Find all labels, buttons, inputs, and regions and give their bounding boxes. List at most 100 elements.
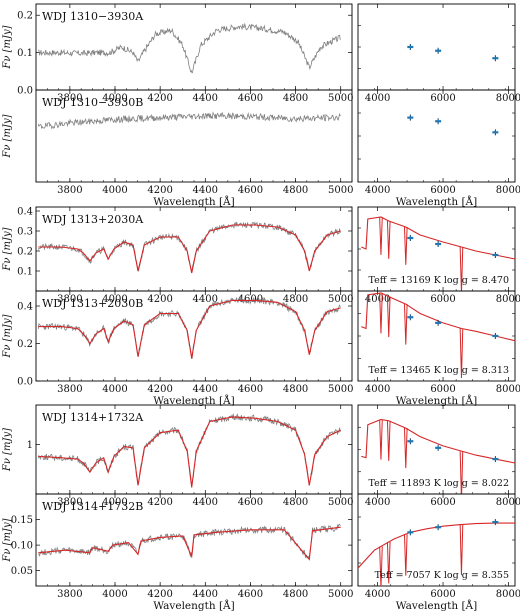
panel-label: WDJ 1314+1732A: [42, 411, 144, 424]
y-tick-label: 0.0: [17, 86, 33, 97]
model-sed: [361, 292, 515, 342]
observed-spectrum: [37, 111, 341, 130]
x-tick-label: 6000: [430, 589, 455, 600]
y-axis-label: Fν [mJy]: [2, 314, 13, 358]
x-tick-label: 4000: [102, 93, 127, 104]
x-tick-label: 4800: [283, 384, 308, 395]
x-tick-label: 4200: [147, 384, 172, 395]
x-tick-label: 4000: [365, 93, 390, 104]
y-tick-label: 0.3: [17, 227, 33, 238]
y-axis-label: Fν [mJy]: [2, 227, 13, 271]
x-tick-label: 4400: [193, 384, 218, 395]
observed-spectrum: [38, 22, 341, 74]
plot-area: [37, 412, 341, 488]
x-tick-label: 4000: [102, 185, 127, 196]
panel-photometry-5: 4000 6000 8000 Teff = 13169 K log g = 8.470: [357, 206, 520, 305]
panel-label: WDJ 1310−3930B: [42, 96, 143, 109]
panel-photometry-7: 4000 6000 8000 Teff = 13465 K log g = 8.313…: [357, 290, 520, 407]
x-axis-label: Wavelength [Å]: [396, 393, 477, 407]
model-absorption-line: [379, 546, 383, 586]
model-absorption-line: [459, 524, 464, 576]
x-tick-label: 5000: [328, 93, 353, 104]
x-axis-label: Wavelength [Å]: [153, 194, 234, 208]
x-tick-label: 5000: [328, 294, 353, 305]
x-tick-label: 4800: [283, 497, 308, 508]
x-tick-label: 4200: [147, 589, 172, 600]
model-spectrum: [38, 299, 341, 359]
y-tick-label: 0.10: [11, 541, 33, 552]
y-tick-label: 0.05: [11, 566, 33, 577]
model-absorption-line: [459, 246, 464, 291]
y-tick-label: 0.1: [17, 267, 33, 278]
y-tick-label: 0.2: [17, 11, 33, 22]
x-tick-label: 3800: [57, 185, 82, 196]
x-tick-label: 8000: [496, 497, 520, 508]
fit-parameters: Teff = 11893 K log g = 8.022: [369, 478, 509, 489]
panel-photometry-3: 4000 6000 8000 Wavelength [Å]: [357, 89, 520, 208]
x-tick-label: 6000: [430, 294, 455, 305]
x-axis-label: Wavelength [Å]: [396, 598, 477, 612]
model-absorption-line: [459, 328, 464, 379]
x-tick-label: 4000: [102, 589, 127, 600]
x-tick-label: 6000: [430, 497, 455, 508]
model-absorption-line: [403, 428, 408, 469]
plot-area: [37, 221, 341, 274]
y-tick-label: 0.4: [17, 302, 33, 313]
plot-area: [358, 519, 515, 586]
y-tick-label: 0.4: [17, 207, 33, 218]
plot-area: [361, 292, 515, 379]
panel-spectrum-6: 3800 4000 4200 4400 4600 4800 5000 0.0 0.2 0.4 Fν …: [2, 290, 353, 407]
panel-spectrum-4: 3800 4000 4200 4400 4600 4800 5000 0.1 0.2 0.3 0.4…: [2, 207, 353, 306]
plot-area: [361, 418, 515, 494]
x-tick-label: 4200: [147, 294, 172, 305]
x-tick-label: 4400: [193, 497, 218, 508]
x-tick-label: 4800: [283, 294, 308, 305]
model-absorption-line: [379, 419, 383, 460]
panel-spectrum-0: 3800 4000 4200 4400 4600 4800 5000 0.0 0.1 0.2 Fν …: [2, 3, 353, 104]
plot-area: [38, 523, 341, 561]
model-absorption-line: [403, 226, 408, 265]
x-tick-label: 5000: [328, 384, 353, 395]
fit-parameters: Teff = 13169 K log g = 8.470: [369, 275, 509, 286]
y-tick-label: 0.1: [17, 48, 33, 59]
x-tick-label: 4000: [102, 497, 127, 508]
x-axis-label: Wavelength [Å]: [153, 393, 234, 407]
x-tick-label: 4000: [365, 589, 390, 600]
x-tick-label: 8000: [496, 384, 520, 395]
y-tick-label: 0.0: [17, 377, 33, 388]
x-tick-label: 3800: [57, 294, 82, 305]
x-tick-label: 4600: [238, 384, 263, 395]
plot-area: [37, 111, 341, 130]
model-absorption-line: [386, 420, 391, 461]
model-absorption-line: [386, 220, 391, 259]
model-spectrum: [38, 416, 341, 488]
y-tick-label: 1: [27, 440, 33, 451]
model-sed: [361, 418, 515, 464]
panel-label: WDJ 1310−3930A: [42, 10, 144, 23]
plot-area: [361, 216, 515, 291]
x-tick-label: 4600: [238, 185, 263, 196]
x-tick-label: 4400: [193, 589, 218, 600]
panel-spectrum-8: 3800 4000 4200 4400 4600 4800 5000 1 Fν [mJy] WDJ…: [2, 404, 353, 508]
panel-label: WDJ 1313+2030A: [42, 213, 144, 226]
panel-label: WDJ 1313+2030B: [42, 297, 143, 310]
fit-parameters: Teff = 7057 K log g = 8.355: [375, 570, 509, 581]
plot-area: [37, 296, 341, 360]
x-tick-label: 4000: [102, 384, 127, 395]
panel-photometry-9: 4000 6000 8000 Teff = 11893 K log g = 8.022: [357, 404, 520, 508]
model-absorption-line: [379, 292, 383, 334]
panel-photometry-11: 4000 6000 8000 Teff = 7057 K log g = 8.355 W…: [357, 493, 520, 612]
model-spectrum: [38, 224, 341, 274]
plot-area: [407, 114, 499, 136]
panel-spectrum-2: 3800 4000 4200 4400 4600 4800 5000 Fν [mJy] WDJ …: [2, 89, 353, 208]
model-sed: [361, 216, 515, 260]
x-tick-label: 8000: [496, 294, 520, 305]
model-absorption-line: [403, 304, 408, 345]
model-absorption-line: [403, 534, 408, 576]
x-tick-label: 4800: [283, 589, 308, 600]
x-tick-label: 5000: [328, 185, 353, 196]
plot-area: [407, 44, 499, 62]
x-tick-label: 4000: [365, 185, 390, 196]
x-tick-label: 6000: [430, 185, 455, 196]
